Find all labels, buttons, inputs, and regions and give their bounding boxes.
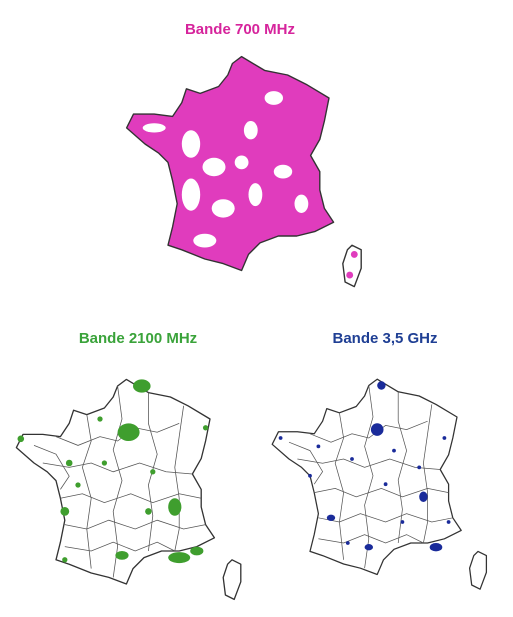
corsica: [341, 244, 363, 288]
coverage: [17, 379, 209, 564]
map-3500: [271, 378, 488, 591]
map-title: Bande 700 MHz: [185, 21, 295, 38]
france-outline: [125, 55, 335, 272]
map-title: Bande 3,5 GHz: [332, 330, 437, 347]
map-title: Bande 2100 MHz: [79, 330, 197, 347]
coverage: [278, 381, 451, 552]
corsica: [222, 558, 242, 601]
map-2100: [15, 378, 242, 601]
corsica: [468, 550, 488, 591]
coverage-corsica: [346, 250, 358, 279]
uncovered-areas: [142, 91, 309, 248]
map-700: [125, 55, 363, 288]
